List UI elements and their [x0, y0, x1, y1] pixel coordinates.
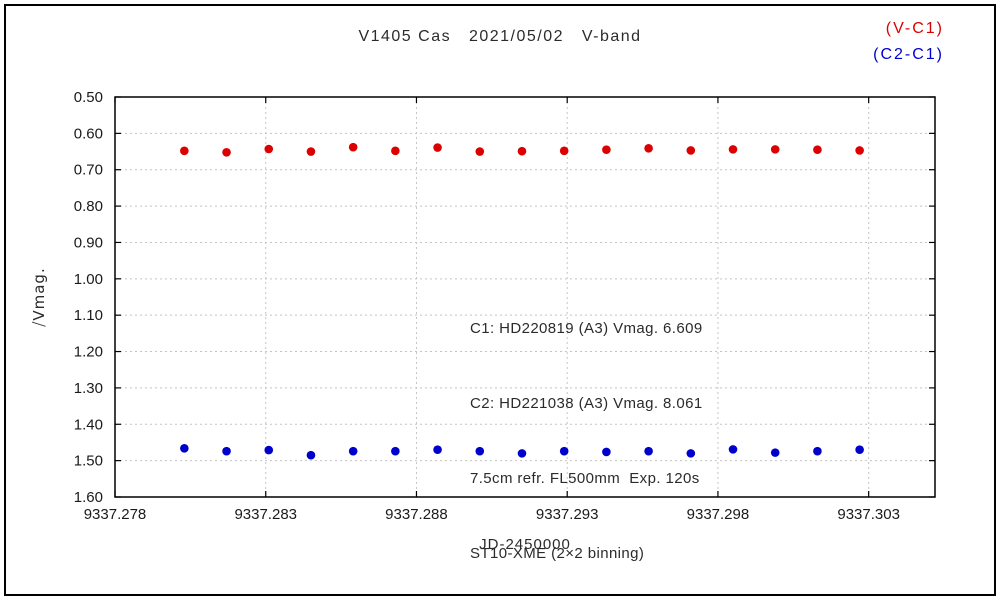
y-tick-label: 1.20 — [74, 344, 103, 361]
data-point-C2-C1 — [855, 445, 864, 455]
data-point-V-C1 — [602, 145, 611, 155]
annotation-line-telescope: 7.5cm refr. FL500mm Exp. 120s — [470, 470, 700, 487]
x-tick-label: 9337.278 — [84, 506, 147, 523]
data-point-V-C1 — [728, 145, 738, 154]
data-point-V-C1 — [686, 146, 696, 155]
x-tick-label: 9337.293 — [536, 506, 599, 523]
data-point-C2-C1 — [180, 443, 189, 453]
data-point-C2-C1 — [644, 446, 653, 456]
data-point-C2-C1 — [433, 445, 442, 455]
data-point-C2-C1 — [770, 448, 780, 457]
y-tick-label: 1.40 — [74, 416, 103, 433]
data-point-C2-C1 — [728, 445, 738, 454]
y-axis-label: ⧸Vmag. — [30, 267, 48, 327]
data-point-V-C1 — [559, 146, 569, 156]
data-point-V-C1 — [264, 144, 274, 154]
data-point-C2-C1 — [306, 450, 316, 460]
legend-item-v-c1: (V-C1) — [885, 20, 944, 37]
data-point-C2-C1 — [391, 446, 400, 456]
annotation-line-camera: ST10-XME (2×2 binning) — [470, 545, 645, 562]
x-axis-label: JD-2450000 — [479, 536, 571, 553]
data-point-V-C1 — [855, 146, 864, 155]
data-point-C2-C1 — [222, 446, 231, 456]
y-tick-label: 1.10 — [74, 307, 103, 324]
y-tick-label: 1.60 — [74, 489, 103, 506]
legend: (V-C1) (C2-C1) — [873, 16, 944, 68]
data-point-C2-C1 — [475, 446, 485, 456]
data-point-C2-C1 — [686, 449, 696, 458]
data-point-V-C1 — [180, 146, 189, 156]
y-tick-label: 0.60 — [74, 125, 103, 142]
data-point-V-C1 — [222, 147, 231, 157]
data-point-V-C1 — [475, 147, 485, 156]
data-point-V-C1 — [517, 146, 527, 156]
data-point-C2-C1 — [517, 449, 527, 458]
y-tick-label: 0.70 — [74, 162, 103, 179]
data-point-C2-C1 — [264, 445, 274, 455]
data-point-V-C1 — [770, 145, 780, 154]
data-point-V-C1 — [433, 143, 442, 152]
x-tick-label: 9337.283 — [234, 506, 297, 523]
x-tick-label: 9337.288 — [385, 506, 448, 523]
annotation-line-c1: C1: HD220819 (A3) Vmag. 6.609 — [470, 320, 703, 337]
data-point-V-C1 — [348, 142, 358, 152]
y-tick-label: 1.30 — [74, 380, 103, 397]
data-point-C2-C1 — [813, 446, 822, 456]
data-point-V-C1 — [644, 143, 653, 153]
y-tick-label: 0.50 — [74, 89, 103, 106]
annotation-line-c2: C2: HD221038 (A3) Vmag. 8.061 — [470, 395, 703, 412]
y-tick-label: 0.90 — [74, 234, 103, 251]
y-tick-label: 1.00 — [74, 271, 103, 288]
data-point-C2-C1 — [348, 446, 358, 456]
data-point-V-C1 — [813, 145, 822, 155]
data-point-V-C1 — [391, 146, 400, 156]
data-point-C2-C1 — [602, 447, 611, 457]
x-tick-label: 9337.303 — [837, 506, 900, 523]
y-tick-label: 0.80 — [74, 198, 103, 215]
x-tick-label: 9337.298 — [687, 506, 750, 523]
annotation-block: C1: HD220819 (A3) Vmag. 6.609 C2: HD2210… — [470, 266, 703, 600]
data-point-C2-C1 — [559, 446, 569, 456]
chart-title: V1405 Cas 2021/05/02 V-band — [358, 28, 642, 45]
legend-item-c2-c1: (C2-C1) — [873, 46, 944, 63]
y-tick-label: 1.50 — [74, 453, 103, 470]
data-point-V-C1 — [306, 147, 316, 156]
